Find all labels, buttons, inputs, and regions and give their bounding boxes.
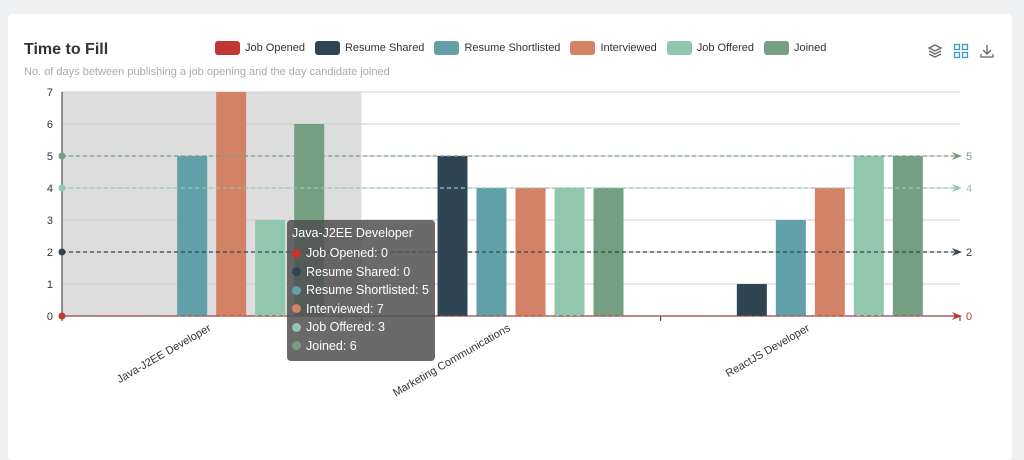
tooltip-dot bbox=[292, 322, 301, 332]
legend-label: Interviewed bbox=[600, 42, 657, 54]
legend-item[interactable]: Resume Shared bbox=[314, 41, 425, 55]
legend-label: Resume Shared bbox=[344, 42, 425, 54]
legend-label: Joined bbox=[793, 42, 827, 54]
tooltip-text: Job Offered: 3 bbox=[306, 320, 385, 334]
mark-line-arrow bbox=[952, 152, 962, 160]
mark-line-start-dot bbox=[58, 184, 66, 192]
download-icon[interactable] bbox=[978, 42, 996, 60]
x-category-label: Java-J2EE Developer bbox=[115, 322, 213, 386]
mark-line-label: 0 bbox=[966, 311, 972, 323]
mark-line-label: 4 bbox=[966, 183, 972, 195]
bar bbox=[437, 156, 468, 316]
mark-line-start-dot bbox=[58, 152, 66, 160]
y-tick-label: 5 bbox=[47, 151, 53, 163]
legend-swatch bbox=[215, 41, 240, 55]
legend-item[interactable]: Job Opened bbox=[215, 41, 305, 55]
legend-label: Job Offered bbox=[696, 42, 754, 54]
legend-swatch bbox=[763, 41, 789, 55]
mark-line-arrow bbox=[952, 312, 962, 320]
tooltip-row: Job Offered: 3 bbox=[292, 318, 430, 337]
mark-line-label: 2 bbox=[966, 247, 972, 259]
legend-item[interactable]: Joined bbox=[763, 41, 827, 55]
layers-icon[interactable] bbox=[926, 42, 944, 60]
bar bbox=[853, 156, 884, 316]
chart-tooltip: Java-J2EE Developer Job Opened: 0 Resume … bbox=[287, 220, 435, 361]
tooltip-dot bbox=[292, 285, 301, 295]
tooltip-row: Resume Shared: 0 bbox=[292, 263, 430, 282]
y-tick-label: 4 bbox=[47, 183, 53, 195]
bar bbox=[216, 92, 247, 316]
y-tick-label: 0 bbox=[47, 311, 53, 323]
x-category-label: ReactJS Developer bbox=[724, 322, 812, 380]
legend-item[interactable]: Interviewed bbox=[570, 41, 657, 55]
mark-line-start-dot bbox=[58, 312, 66, 320]
legend-item[interactable]: Resume Shortlisted bbox=[434, 41, 560, 55]
tooltip-text: Joined: 6 bbox=[306, 338, 357, 353]
tooltip-dot bbox=[292, 248, 301, 258]
tooltip-row: Resume Shortlisted: 5 bbox=[292, 281, 430, 300]
tooltip-dot bbox=[292, 304, 301, 314]
tooltip-row: Interviewed: 7 bbox=[292, 300, 430, 319]
y-tick-label: 1 bbox=[47, 279, 53, 291]
legend-swatch bbox=[666, 41, 692, 55]
mark-line-label: 5 bbox=[966, 151, 972, 163]
bar bbox=[775, 220, 806, 316]
legend-swatch bbox=[314, 41, 340, 55]
tooltip-text: Resume Shared: 0 bbox=[306, 264, 411, 279]
bar bbox=[736, 284, 767, 316]
chart-subtitle: No. of days between publishing a job ope… bbox=[24, 66, 390, 78]
bar bbox=[177, 156, 208, 316]
mark-line-start-dot bbox=[58, 248, 66, 256]
legend-label: Job Opened bbox=[245, 42, 305, 54]
chart-legend: Job Opened Resume Shared Resume Shortliste… bbox=[215, 41, 826, 55]
y-tick-label: 3 bbox=[47, 215, 53, 227]
chart-toolbox bbox=[926, 42, 996, 60]
bar bbox=[892, 156, 923, 316]
tooltip-row: Job Opened: 0 bbox=[292, 244, 430, 263]
bar bbox=[255, 220, 286, 316]
tooltip-title: Java-J2EE Developer bbox=[292, 226, 413, 240]
chart-title: Time to Fill bbox=[24, 41, 109, 58]
tooltip-dot bbox=[292, 341, 301, 351]
tooltip-text: Job Opened: 0 bbox=[306, 246, 389, 260]
tooltip-text: Interviewed: 7 bbox=[306, 301, 384, 316]
y-tick-label: 2 bbox=[47, 247, 53, 259]
legend-label: Resume Shortlisted bbox=[464, 42, 561, 54]
tooltip-dot bbox=[292, 267, 301, 277]
grid-icon[interactable] bbox=[952, 42, 970, 60]
mark-line-arrow bbox=[952, 248, 962, 256]
y-tick-label: 7 bbox=[47, 87, 53, 99]
tooltip-row: Joined: 6 bbox=[292, 337, 430, 356]
legend-item[interactable]: Job Offered bbox=[666, 41, 754, 55]
mark-line-arrow bbox=[952, 184, 962, 192]
y-tick-label: 6 bbox=[47, 119, 53, 131]
tooltip-text: Resume Shortlisted: 5 bbox=[306, 283, 429, 297]
legend-swatch bbox=[570, 41, 596, 55]
legend-swatch bbox=[434, 41, 460, 55]
